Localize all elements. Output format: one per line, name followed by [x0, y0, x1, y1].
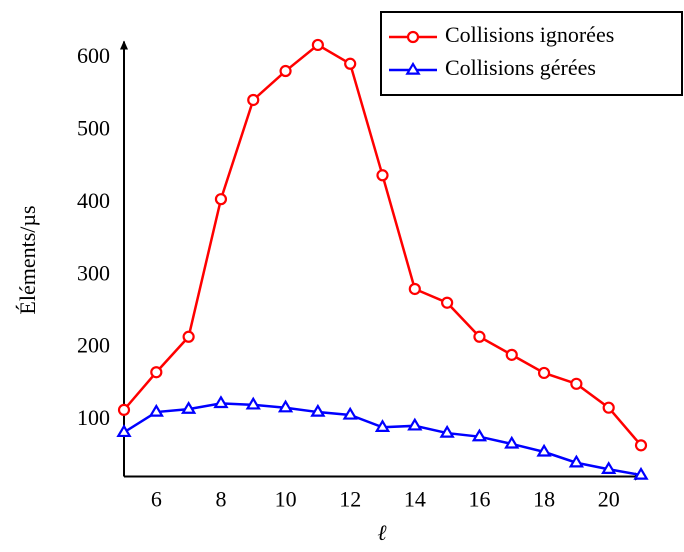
- x-tick-label: 6: [151, 487, 162, 512]
- marker: [407, 417, 423, 431]
- x-tick-label: 18: [533, 487, 555, 512]
- x-tick-label: 14: [404, 487, 426, 512]
- legend-label: Collisions ignorées: [445, 22, 614, 47]
- y-tick-label: 500: [77, 115, 110, 140]
- marker: [601, 461, 617, 474]
- marker: [214, 193, 228, 206]
- y-tick-label: 300: [77, 260, 110, 285]
- marker: [310, 403, 326, 417]
- marker: [374, 419, 391, 432]
- x-tick-label: 16: [468, 487, 490, 512]
- y-tick-label: 200: [77, 333, 110, 358]
- marker: [441, 296, 454, 309]
- y-tick-label: 100: [77, 405, 110, 430]
- legend-label: Collisions gérées: [445, 55, 596, 80]
- marker: [148, 403, 164, 417]
- marker: [277, 399, 294, 413]
- marker: [182, 330, 195, 343]
- marker: [633, 466, 649, 480]
- marker: [116, 424, 132, 438]
- legend-marker: [405, 61, 421, 75]
- marker: [473, 330, 486, 343]
- marker: [117, 403, 131, 416]
- marker: [408, 282, 421, 296]
- marker: [602, 401, 615, 414]
- marker: [279, 64, 292, 78]
- marker: [471, 428, 488, 442]
- marker: [247, 93, 260, 107]
- marker: [213, 395, 229, 409]
- x-tick-label: 10: [275, 487, 297, 512]
- marker: [245, 396, 261, 410]
- x-tick-label: 12: [339, 487, 361, 512]
- marker: [180, 401, 197, 414]
- marker: [568, 454, 585, 468]
- marker: [537, 366, 551, 380]
- marker: [311, 38, 324, 52]
- marker: [344, 57, 357, 70]
- marker: [570, 377, 583, 390]
- x-tick-label: 20: [598, 487, 620, 512]
- marker: [342, 406, 358, 420]
- marker: [505, 348, 518, 361]
- x-tick-label: 8: [215, 487, 226, 512]
- y-axis-label: Éléments/µs: [15, 205, 40, 314]
- marker: [634, 439, 648, 452]
- legend: Collisions ignorées Collisions gérées: [380, 11, 683, 96]
- marker: [150, 366, 163, 379]
- series-line: [123, 43, 642, 447]
- series-line: [123, 402, 642, 477]
- marker: [536, 443, 552, 457]
- marker: [504, 435, 520, 449]
- marker: [439, 424, 455, 438]
- legend-box: [380, 11, 683, 96]
- y-tick-label: 600: [77, 43, 110, 68]
- y-tick-label: 400: [77, 188, 110, 213]
- legend-marker: [406, 30, 420, 44]
- x-axis-label: ℓ: [377, 520, 387, 545]
- marker: [376, 169, 389, 182]
